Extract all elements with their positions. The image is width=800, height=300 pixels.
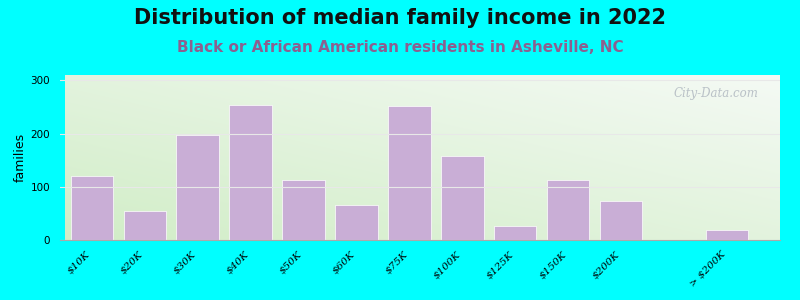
Bar	[388, 106, 430, 240]
Bar	[600, 201, 642, 240]
Bar	[282, 180, 325, 240]
Bar	[706, 230, 748, 240]
Y-axis label: families: families	[14, 133, 26, 182]
Bar	[177, 135, 219, 240]
Text: Distribution of median family income in 2022: Distribution of median family income in …	[134, 8, 666, 28]
Bar	[441, 156, 483, 240]
Bar	[494, 226, 537, 240]
Bar	[70, 176, 113, 240]
Bar	[335, 206, 378, 240]
Text: City-Data.com: City-Data.com	[674, 86, 758, 100]
Bar	[547, 180, 590, 240]
Bar	[230, 105, 272, 240]
Text: Black or African American residents in Asheville, NC: Black or African American residents in A…	[177, 40, 623, 56]
Bar	[123, 211, 166, 240]
